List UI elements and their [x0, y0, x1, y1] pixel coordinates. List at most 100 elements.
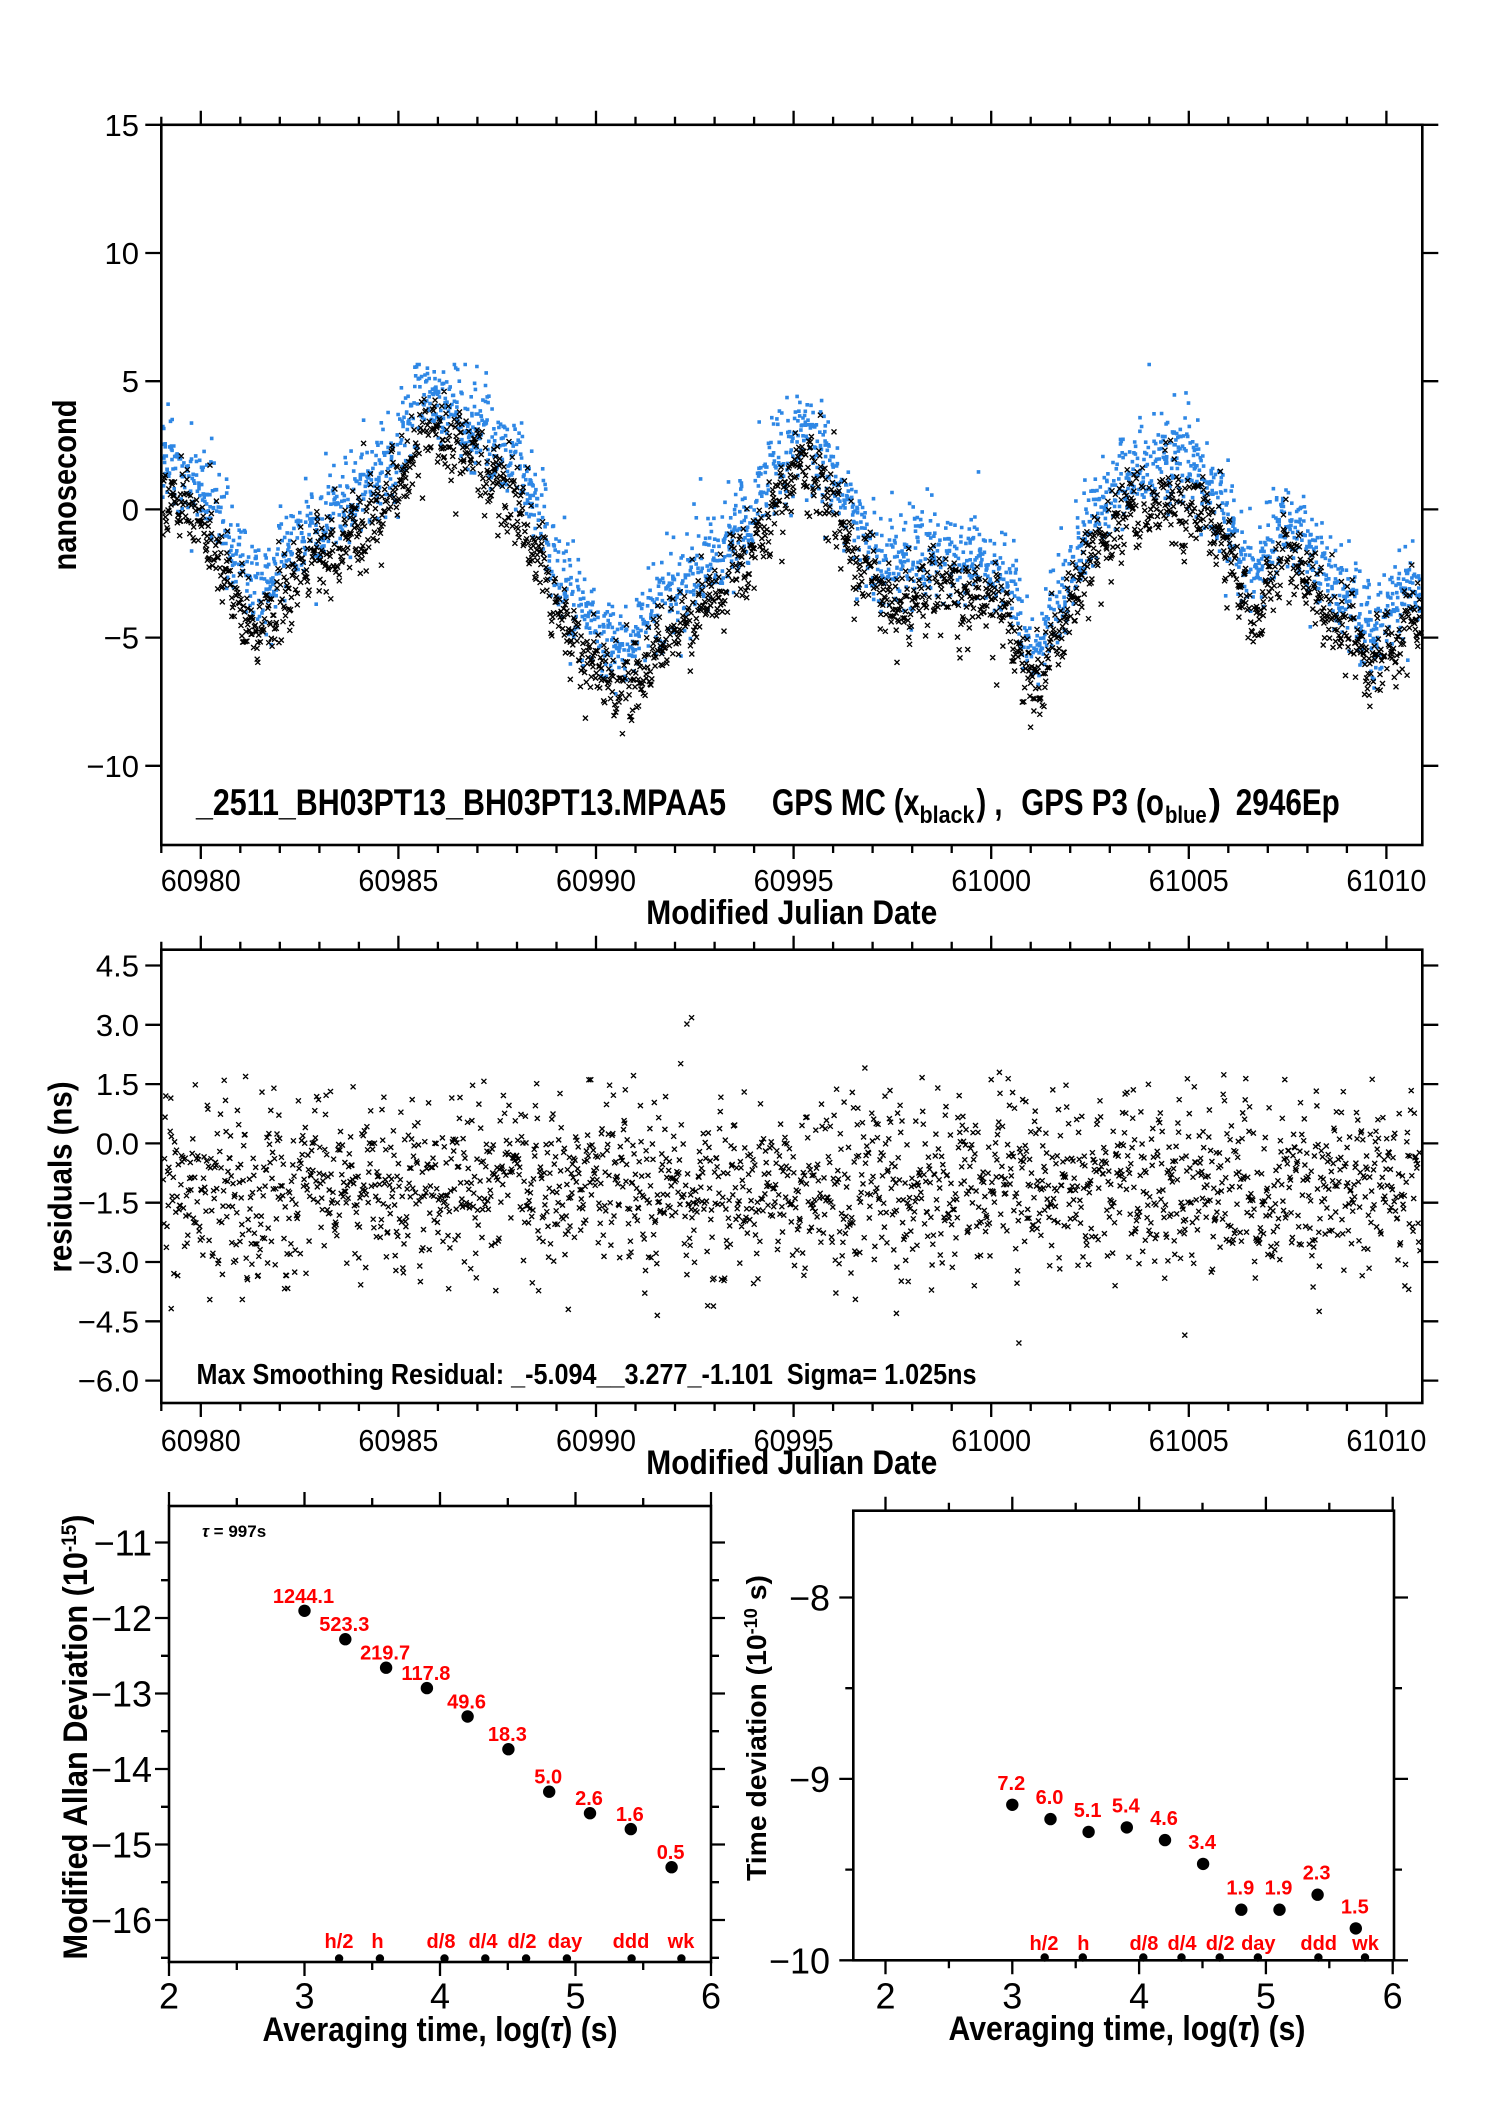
svg-text:60985: 60985 [358, 863, 438, 898]
svg-text:3.4: 3.4 [1188, 1832, 1217, 1854]
svg-text:−9: −9 [789, 1759, 830, 1800]
svg-text:1.6: 1.6 [616, 1804, 644, 1826]
svg-text:−16: −16 [91, 1900, 152, 1941]
svg-text:7.2: 7.2 [997, 1773, 1025, 1795]
svg-text:−6.0: −6.0 [78, 1364, 139, 1399]
svg-text:61010: 61010 [1346, 863, 1426, 898]
svg-text:wk: wk [667, 1931, 696, 1953]
svg-text:d/8: d/8 [1129, 1933, 1158, 1955]
svg-text:3: 3 [294, 1976, 314, 2017]
svg-text:Modified Julian Date: Modified Julian Date [646, 894, 937, 932]
svg-text:−13: −13 [91, 1674, 152, 1715]
svg-text:−3.0: −3.0 [78, 1245, 139, 1280]
svg-text:h/2: h/2 [1030, 1933, 1059, 1955]
svg-text:1.9: 1.9 [1265, 1878, 1293, 1900]
svg-text:2946Ep: 2946Ep [1236, 782, 1340, 823]
svg-text:d/4: d/4 [469, 1931, 499, 1953]
svg-text:60980: 60980 [161, 863, 241, 898]
svg-text:5: 5 [565, 1976, 585, 2017]
svg-text:61005: 61005 [1149, 863, 1229, 898]
svg-text:61000: 61000 [951, 1423, 1031, 1458]
svg-text:15: 15 [105, 108, 139, 143]
svg-text:−12: −12 [91, 1598, 152, 1639]
svg-text:wk: wk [1351, 1933, 1380, 1955]
svg-text:): ) [1209, 782, 1221, 823]
svg-text:0: 0 [122, 492, 139, 527]
svg-text:61005: 61005 [1149, 1423, 1229, 1458]
svg-text:−10: −10 [769, 1940, 830, 1981]
svg-text:2.6: 2.6 [575, 1788, 603, 1810]
svg-text:60990: 60990 [556, 1423, 636, 1458]
svg-text:3.0: 3.0 [96, 1008, 139, 1043]
svg-text:d/2: d/2 [1206, 1933, 1235, 1955]
svg-text:1.5: 1.5 [96, 1067, 139, 1102]
svg-text:day: day [548, 1931, 583, 1953]
svg-text:−11: −11 [94, 1523, 152, 1564]
svg-text:−15: −15 [91, 1825, 152, 1866]
svg-text:6.0: 6.0 [1036, 1787, 1064, 1809]
svg-text:2: 2 [159, 1976, 179, 2017]
svg-text:nanosecond: nanosecond [46, 400, 83, 571]
svg-text:−14: −14 [91, 1749, 152, 1790]
svg-text:d/2: d/2 [508, 1931, 537, 1953]
svg-text:0.0: 0.0 [96, 1126, 139, 1161]
svg-text:18.3: 18.3 [488, 1724, 527, 1746]
svg-text:ddd: ddd [1300, 1933, 1337, 1955]
svg-text:60985: 60985 [358, 1423, 438, 1458]
svg-text:61000: 61000 [951, 863, 1031, 898]
svg-text:5: 5 [122, 364, 139, 399]
svg-text:219.7: 219.7 [360, 1643, 410, 1665]
svg-text:4: 4 [1129, 1976, 1149, 2017]
svg-text:6: 6 [701, 1976, 721, 2017]
svg-text:523.3: 523.3 [319, 1614, 369, 1636]
svg-text:5.0: 5.0 [534, 1767, 562, 1789]
svg-text:h/2: h/2 [325, 1931, 354, 1953]
svg-text:ddd: ddd [613, 1931, 650, 1953]
svg-text:4.6: 4.6 [1150, 1808, 1178, 1830]
svg-text:60980: 60980 [161, 1423, 241, 1458]
svg-text:residuals (ns): residuals (ns) [42, 1082, 79, 1273]
svg-text:2.3: 2.3 [1303, 1863, 1331, 1885]
svg-text:117.8: 117.8 [401, 1663, 450, 1685]
svg-text:6: 6 [1383, 1976, 1403, 2017]
svg-text:60995: 60995 [754, 1423, 834, 1458]
svg-text:5.1: 5.1 [1074, 1800, 1102, 1822]
svg-text:4: 4 [430, 1976, 450, 2017]
svg-text:blue: blue [1165, 802, 1207, 829]
svg-text:2: 2 [875, 1976, 895, 2017]
svg-text:−10: −10 [86, 749, 139, 784]
svg-text:Modified Allan Deviation (10-1: Modified Allan Deviation (10-15) [57, 1515, 95, 1960]
svg-text:) ,: ) , [977, 782, 1003, 823]
svg-text:−5: −5 [104, 621, 139, 656]
svg-text:day: day [1241, 1933, 1276, 1955]
svg-text:3: 3 [1002, 1976, 1022, 2017]
svg-text:h: h [371, 1931, 383, 1953]
svg-text:d/8: d/8 [427, 1931, 456, 1953]
svg-text:1.9: 1.9 [1226, 1878, 1254, 1900]
svg-text:Max Smoothing Residual: _-5.09: Max Smoothing Residual: _-5.094__3.277_-… [197, 1359, 977, 1391]
svg-text:4.5: 4.5 [96, 949, 139, 984]
svg-text:Averaging time, log(τ) (s): Averaging time, log(τ) (s) [949, 2010, 1306, 2048]
svg-text:_2511_BH03PT13_BH03PT13.MPAA5: _2511_BH03PT13_BH03PT13.MPAA5 [195, 782, 726, 823]
svg-text:h: h [1077, 1933, 1089, 1955]
svg-text:49.6: 49.6 [447, 1692, 486, 1714]
svg-text:60995: 60995 [754, 863, 834, 898]
svg-text:10: 10 [105, 236, 139, 271]
svg-text:−4.5: −4.5 [78, 1304, 139, 1339]
svg-text:−1.5: −1.5 [78, 1186, 139, 1221]
svg-text:GPS MC (x: GPS MC (x [772, 782, 920, 823]
svg-text:0.5: 0.5 [657, 1842, 685, 1864]
svg-text:d/4: d/4 [1168, 1933, 1198, 1955]
svg-text:60990: 60990 [556, 863, 636, 898]
svg-text:Averaging time, log(τ) (s): Averaging time, log(τ) (s) [263, 2011, 618, 2049]
svg-text:black: black [920, 802, 975, 829]
svg-text:5.4: 5.4 [1112, 1795, 1141, 1817]
svg-text:1.5: 1.5 [1341, 1896, 1369, 1918]
svg-text:GPS P3 (o: GPS P3 (o [1021, 782, 1164, 823]
svg-text:5: 5 [1256, 1976, 1276, 2017]
svg-text:Modified Julian Date: Modified Julian Date [646, 1444, 937, 1482]
svg-text:τ = 997s: τ = 997s [202, 1522, 266, 1541]
svg-text:−8: −8 [789, 1578, 830, 1619]
svg-text:1244.1: 1244.1 [273, 1586, 334, 1608]
svg-text:61010: 61010 [1346, 1423, 1426, 1458]
